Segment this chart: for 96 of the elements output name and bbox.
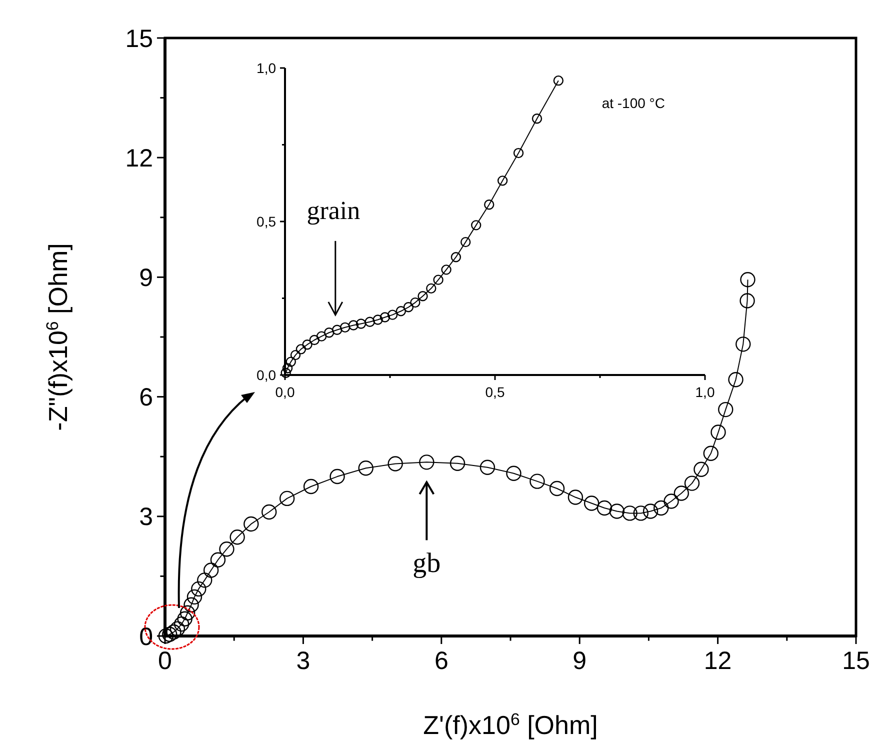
y-tick-label: 9 <box>139 264 153 292</box>
point <box>296 344 306 354</box>
point <box>186 589 202 605</box>
point <box>674 486 690 501</box>
point <box>553 75 564 86</box>
x-axis-title: Z'(f)x10$^{6}$ [Ohm] <box>423 710 598 740</box>
y-tick-label: 0,5 <box>256 213 276 230</box>
point <box>282 363 293 374</box>
point <box>180 605 196 620</box>
point <box>532 114 542 124</box>
point <box>330 468 345 484</box>
point <box>568 490 584 505</box>
point <box>372 314 383 325</box>
point <box>549 480 565 496</box>
y-tick-label: 1,0 <box>256 60 276 76</box>
y-tick-label: 0,0 <box>256 366 276 383</box>
point <box>403 302 414 312</box>
point <box>419 454 434 470</box>
point <box>332 324 342 335</box>
point <box>316 331 327 342</box>
point <box>203 562 219 578</box>
point <box>622 506 638 521</box>
annotation: gb <box>412 548 441 580</box>
point <box>280 368 291 378</box>
point <box>718 402 734 418</box>
point <box>396 306 406 316</box>
point <box>380 312 390 322</box>
point <box>219 541 234 557</box>
annotation: grain <box>306 196 360 225</box>
y-tick-label: 3 <box>139 503 153 532</box>
point <box>177 611 192 626</box>
x-tick-label: 6 <box>434 647 448 675</box>
point <box>441 264 452 275</box>
point <box>450 456 466 471</box>
point <box>244 516 259 532</box>
point <box>513 148 524 158</box>
point <box>450 252 462 262</box>
point <box>262 504 277 520</box>
point <box>210 552 226 568</box>
point <box>703 446 718 462</box>
point <box>480 460 496 475</box>
point <box>279 490 295 506</box>
point <box>309 334 320 346</box>
point <box>356 318 366 329</box>
point <box>740 293 755 308</box>
point <box>642 504 658 519</box>
x-tick-label: 0 <box>158 647 172 675</box>
point <box>460 236 471 248</box>
point <box>728 372 744 388</box>
point <box>184 597 199 613</box>
x-tick-label: 0,5 <box>485 384 505 400</box>
x-tick-label: 1,0 <box>695 384 715 400</box>
point <box>530 474 545 489</box>
point <box>340 322 350 333</box>
point <box>506 466 522 481</box>
point <box>230 530 245 545</box>
point <box>684 476 700 491</box>
point <box>197 572 212 588</box>
point <box>584 496 600 511</box>
point <box>174 616 190 632</box>
point <box>484 200 494 210</box>
point <box>364 316 375 327</box>
point <box>694 462 709 477</box>
point <box>664 494 679 509</box>
point <box>609 504 625 519</box>
point <box>497 176 508 186</box>
point <box>286 356 296 367</box>
x-tick-label: 12 <box>704 647 732 675</box>
point <box>302 340 312 350</box>
point <box>740 272 756 288</box>
point <box>358 460 374 476</box>
point <box>387 310 398 320</box>
x-tick-label: 15 <box>842 647 870 675</box>
point <box>348 320 359 330</box>
point <box>426 283 436 294</box>
point <box>191 581 206 597</box>
point <box>710 424 726 440</box>
point <box>388 456 403 472</box>
point <box>654 500 669 516</box>
x-tick-label: 3 <box>296 647 310 675</box>
point <box>736 336 751 352</box>
point <box>596 500 612 516</box>
x-tick-label: 0,0 <box>275 384 295 400</box>
point <box>471 220 482 230</box>
point <box>633 506 648 521</box>
point <box>433 274 444 285</box>
y-tick-label: 0 <box>139 622 153 651</box>
point <box>410 297 420 308</box>
point <box>418 291 428 302</box>
y-tick-label: 12 <box>125 144 153 172</box>
y-tick-label: 15 <box>125 24 153 53</box>
point <box>303 478 319 494</box>
x-tick-label: 9 <box>572 647 587 675</box>
annotation: at -100 °C <box>602 95 665 111</box>
point <box>324 328 334 338</box>
point <box>290 350 301 360</box>
